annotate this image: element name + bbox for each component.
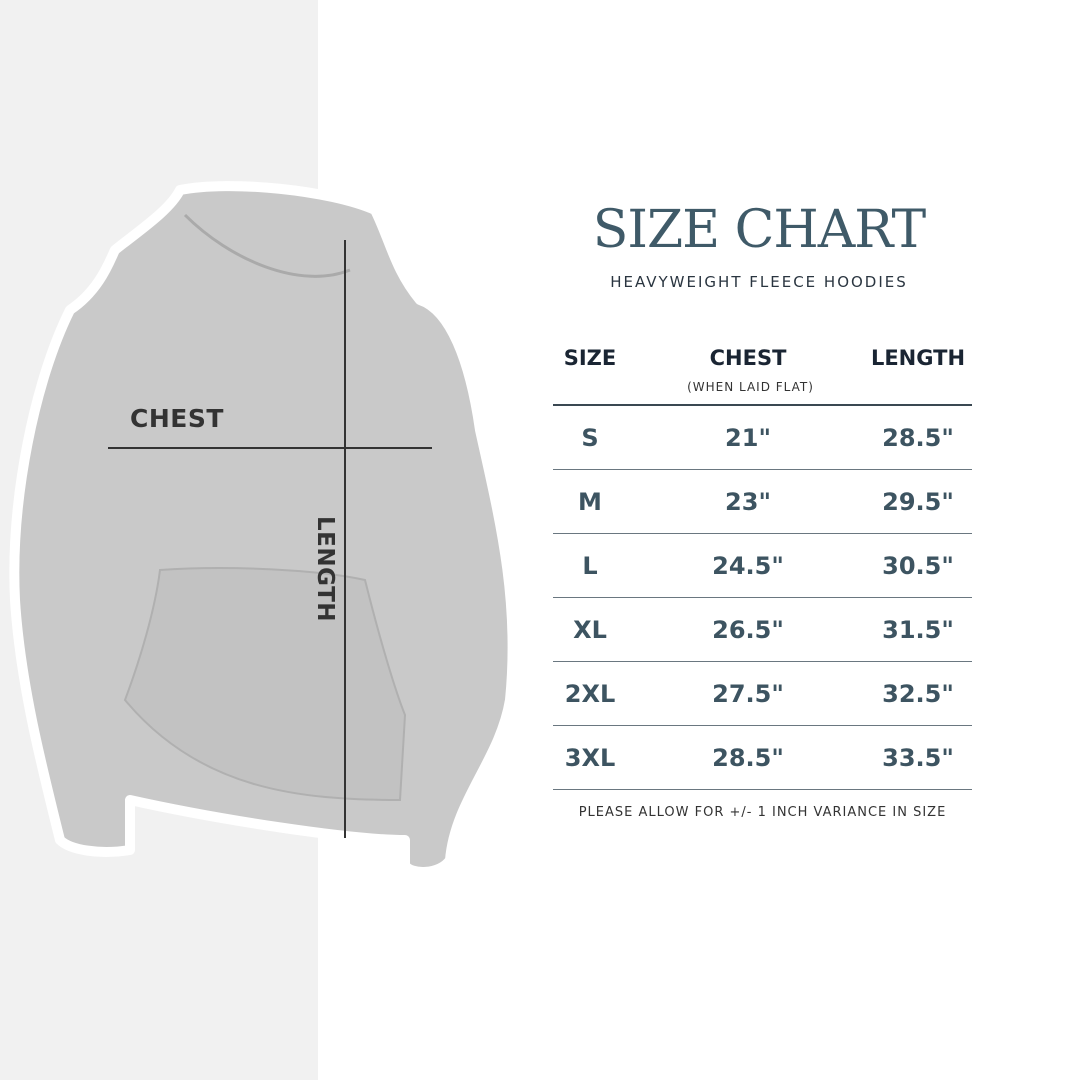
cell-chest: 27.5": [712, 680, 784, 708]
variance-note: PLEASE ALLOW FOR +/- 1 INCH VARIANCE IN …: [578, 805, 947, 820]
cell-length: 28.5": [882, 424, 954, 452]
cell-size: XL: [573, 616, 607, 644]
chest-label: CHEST: [130, 404, 224, 433]
table-row: M 23" 29.5": [553, 470, 972, 534]
table-header: SIZE CHEST (WHEN LAID FLAT) LENGTH: [553, 340, 972, 406]
cell-length: 29.5": [882, 488, 954, 516]
cell-length: 30.5": [882, 552, 954, 580]
cell-chest: 28.5": [712, 744, 784, 772]
header-size: SIZE: [563, 346, 617, 370]
table-row: S 21" 28.5": [553, 406, 972, 470]
header-chest-note: (WHEN LAID FLAT): [687, 380, 814, 394]
subtitle: HEAVYWEIGHT FLEECE HOODIES: [610, 273, 908, 291]
page-title: SIZE CHART: [592, 200, 926, 260]
cell-chest: 26.5": [712, 616, 784, 644]
table-row: 3XL 28.5" 33.5": [553, 726, 972, 790]
cell-size: S: [581, 424, 599, 452]
cell-size: 3XL: [564, 744, 616, 772]
header-chest: CHEST: [709, 346, 787, 370]
cell-chest: 24.5": [712, 552, 784, 580]
table-row: L 24.5" 30.5": [553, 534, 972, 598]
cell-length: 32.5": [882, 680, 954, 708]
header-length: LENGTH: [870, 346, 966, 370]
pocket: [123, 567, 407, 802]
table-row: XL 26.5" 31.5": [553, 598, 972, 662]
length-label: LENGTH: [312, 515, 338, 623]
cell-length: 33.5": [882, 744, 954, 772]
cell-length: 31.5": [882, 616, 954, 644]
size-table: SIZE CHEST (WHEN LAID FLAT) LENGTH S 21" 2…: [553, 340, 972, 790]
cell-size: M: [578, 488, 602, 516]
cell-size: 2XL: [564, 680, 616, 708]
hoodie-image: [9, 181, 518, 877]
table-row: 2XL 27.5" 32.5": [553, 662, 972, 726]
cell-chest: 23": [725, 488, 771, 516]
cell-chest: 21": [725, 424, 771, 452]
cell-size: L: [582, 552, 598, 580]
